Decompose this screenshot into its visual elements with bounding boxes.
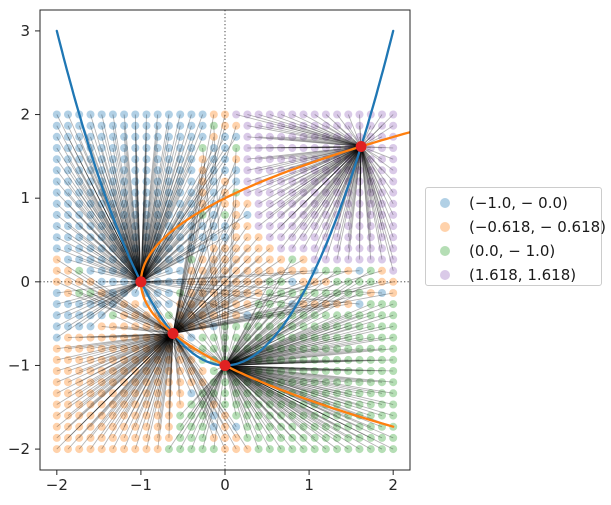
root-markers	[135, 141, 367, 371]
y-tick-label: −2	[8, 440, 30, 458]
legend: (−1.0, − 0.0) (−0.618, − 0.618) (0.0, − …	[425, 187, 606, 287]
legend-marker-icon	[440, 198, 450, 208]
y-tick-label: 0	[20, 273, 30, 291]
legend-item: (−1.0, − 0.0)	[426, 191, 601, 215]
legend-marker-icon	[440, 246, 450, 256]
legend-label: (−1.0, − 0.0)	[469, 194, 568, 212]
x-tick-label: −2	[46, 476, 68, 494]
curve-orange-parabola	[139, 131, 410, 428]
y-tick-label: 1	[20, 189, 30, 207]
legend-marker-icon	[440, 222, 450, 232]
legend-item: (−0.618, − 0.618)	[426, 215, 606, 239]
legend-item: (0.0, − 1.0)	[426, 239, 601, 263]
y-axis: −2 −1 0 1 2 3	[8, 22, 40, 458]
legend-label: (1.618, 1.618)	[469, 266, 577, 284]
y-tick-label: −1	[8, 356, 30, 374]
grid-scatter	[52, 110, 398, 454]
legend-marker-icon	[440, 270, 450, 280]
x-tick-label: −1	[130, 476, 152, 494]
x-tick-label: 1	[304, 476, 314, 494]
y-tick-label: 2	[20, 106, 30, 124]
basin-segments	[56, 114, 394, 450]
y-tick-label: 3	[20, 22, 30, 40]
x-tick-label: 0	[220, 476, 230, 494]
legend-item: (1.618, 1.618)	[426, 263, 601, 287]
zero-lines	[40, 10, 410, 470]
x-tick-label: 2	[388, 476, 398, 494]
legend-label: (0.0, − 1.0)	[469, 242, 556, 260]
legend-label: (−0.618, − 0.618)	[469, 218, 607, 236]
x-axis: −2 −1 0 1 2	[46, 470, 398, 494]
